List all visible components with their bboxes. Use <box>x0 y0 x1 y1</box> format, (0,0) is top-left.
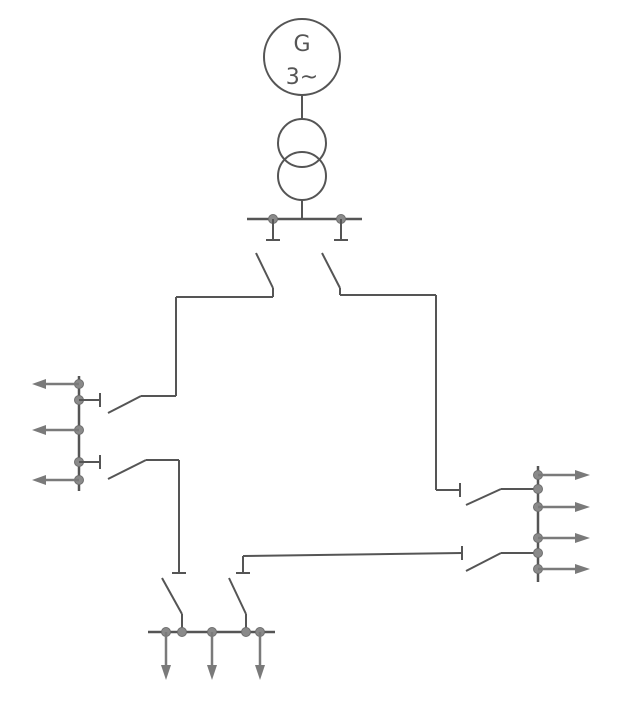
generator-letter: G <box>293 32 310 57</box>
bottom-substation-bus <box>148 577 275 680</box>
transformer-primary-winding <box>277 118 327 168</box>
main-bus <box>247 214 362 241</box>
generator-symbol: G 3~ <box>263 18 341 96</box>
load-arrow-head <box>575 470 590 480</box>
switch-blade <box>228 577 247 615</box>
tie-line <box>236 546 463 574</box>
feeder-left-bottom <box>107 459 186 574</box>
bottom-bus-node <box>177 627 187 637</box>
load-arrow-head <box>207 665 217 680</box>
load-arrow-head <box>32 475 46 485</box>
load-arrow-head <box>32 379 46 389</box>
load-arrow-head <box>575 502 590 512</box>
load-arrow-head <box>161 665 171 680</box>
switch-blade <box>255 252 274 289</box>
left-substation-bus <box>32 376 101 491</box>
load-arrow-head <box>255 665 265 680</box>
generator-phases: 3~ <box>286 65 318 90</box>
transformer-secondary-winding <box>277 151 327 201</box>
right-bus-node <box>533 484 543 494</box>
load-arrow-head <box>575 533 590 543</box>
switch-blade <box>107 459 147 480</box>
switch-blade <box>161 577 183 615</box>
feeder-left <box>107 252 274 414</box>
switch-blade <box>321 252 341 289</box>
load-arrow-head <box>575 564 590 574</box>
right-bus-node <box>533 548 543 558</box>
switch-blade <box>465 488 502 506</box>
transformer-symbol <box>277 118 327 201</box>
load-arrow-head <box>32 425 46 435</box>
right-substation-bus <box>465 466 590 582</box>
feeder-wire <box>242 552 463 557</box>
bottom-bus-node <box>241 627 251 637</box>
switch-blade <box>107 395 142 414</box>
feeder-right <box>321 252 461 497</box>
switch-blade <box>465 552 502 572</box>
